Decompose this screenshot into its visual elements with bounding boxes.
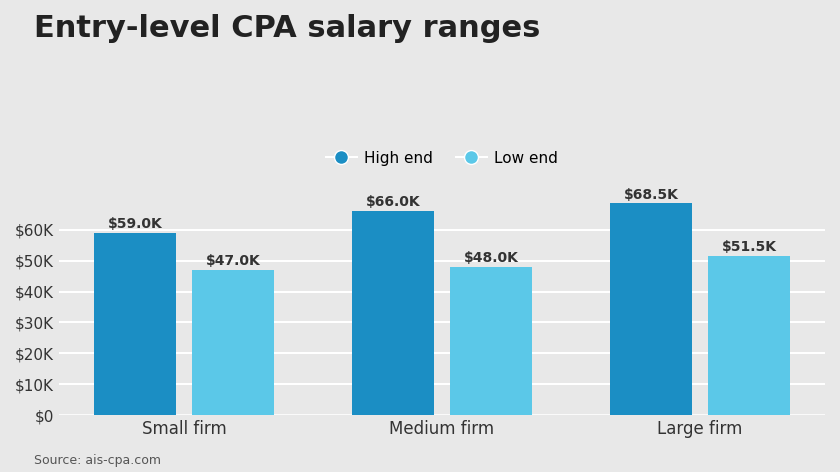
Bar <box>192 270 275 415</box>
Bar <box>94 233 176 415</box>
Bar <box>610 203 692 415</box>
Text: $66.0K: $66.0K <box>365 195 420 209</box>
Text: Source: ais-cpa.com: Source: ais-cpa.com <box>34 454 160 467</box>
Text: Entry-level CPA salary ranges: Entry-level CPA salary ranges <box>34 14 540 43</box>
Text: $48.0K: $48.0K <box>464 251 518 265</box>
Bar <box>352 211 434 415</box>
Text: $47.0K: $47.0K <box>206 254 260 268</box>
Legend: High end, Low end: High end, Low end <box>320 144 564 172</box>
Text: $59.0K: $59.0K <box>108 217 162 231</box>
Bar <box>707 256 790 415</box>
Text: $51.5K: $51.5K <box>722 240 776 254</box>
Text: $68.5K: $68.5K <box>623 187 679 202</box>
Bar <box>449 267 533 415</box>
